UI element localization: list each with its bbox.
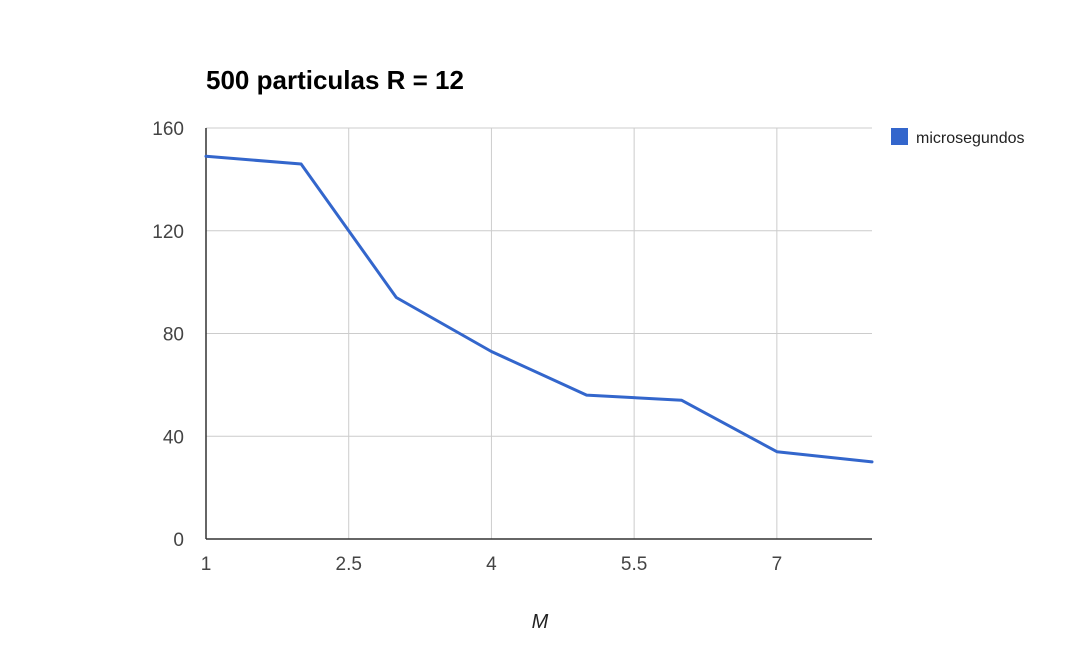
- y-tick-label-0: 0: [173, 530, 184, 551]
- legend: microsegundos: [891, 128, 1025, 147]
- gridlines: [206, 127, 872, 539]
- y-tick-label-160: 160: [152, 119, 184, 140]
- series-lines: [204, 154, 874, 464]
- data-point-microsegundos-6: [680, 398, 684, 402]
- data-point-microsegundos-4: [489, 349, 493, 353]
- data-point-microsegundos-3: [394, 296, 398, 300]
- x-tick-label-2.5: 2.5: [336, 554, 362, 575]
- legend-swatch: [891, 128, 908, 145]
- y-tick-label-80: 80: [163, 325, 184, 346]
- x-axis-title: M: [532, 611, 549, 633]
- x-tick-label-5.5: 5.5: [621, 554, 647, 575]
- x-tick-label-7: 7: [772, 554, 783, 575]
- data-point-microsegundos-1: [204, 154, 208, 158]
- data-point-microsegundos-7: [775, 450, 779, 454]
- x-tick-label-4: 4: [486, 554, 497, 575]
- series-line-microsegundos: [204, 154, 874, 464]
- data-point-microsegundos-8: [870, 460, 874, 464]
- axes: [205, 128, 872, 540]
- legend-label-microsegundos: microsegundos: [916, 130, 1025, 147]
- data-point-microsegundos-2: [299, 162, 303, 166]
- y-tick-label-120: 120: [152, 222, 184, 243]
- y-axis-tick-labels: 0 40 80 120 160: [152, 119, 184, 551]
- x-tick-label-1: 1: [201, 554, 212, 575]
- data-point-microsegundos-5: [585, 393, 589, 397]
- x-axis-tick-labels: 1 2.5 4 5.5 7: [201, 554, 782, 575]
- chart-title: 500 particulas R = 12: [206, 65, 464, 95]
- y-tick-label-40: 40: [163, 427, 184, 448]
